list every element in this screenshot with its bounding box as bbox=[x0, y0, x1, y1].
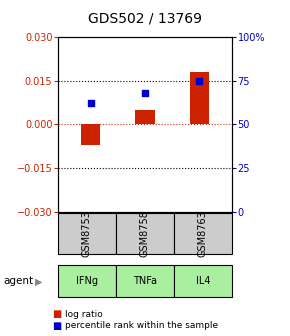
Bar bbox=[190, 72, 209, 124]
Point bbox=[88, 101, 93, 106]
Text: agent: agent bbox=[3, 277, 33, 286]
Text: log ratio: log ratio bbox=[65, 310, 103, 319]
Text: IFNg: IFNg bbox=[76, 277, 98, 286]
Text: IL4: IL4 bbox=[196, 277, 210, 286]
Text: percentile rank within the sample: percentile rank within the sample bbox=[65, 322, 218, 330]
Text: ■: ■ bbox=[52, 309, 61, 319]
Text: ■: ■ bbox=[52, 321, 61, 331]
Bar bbox=[81, 124, 100, 145]
Text: GSM8758: GSM8758 bbox=[140, 210, 150, 257]
Point bbox=[197, 78, 202, 83]
Text: TNFa: TNFa bbox=[133, 277, 157, 286]
Text: ▶: ▶ bbox=[35, 277, 43, 286]
Text: GDS502 / 13769: GDS502 / 13769 bbox=[88, 11, 202, 26]
Text: GSM8753: GSM8753 bbox=[82, 210, 92, 257]
Bar bbox=[135, 110, 155, 124]
Point bbox=[143, 90, 147, 95]
Text: GSM8763: GSM8763 bbox=[198, 210, 208, 257]
